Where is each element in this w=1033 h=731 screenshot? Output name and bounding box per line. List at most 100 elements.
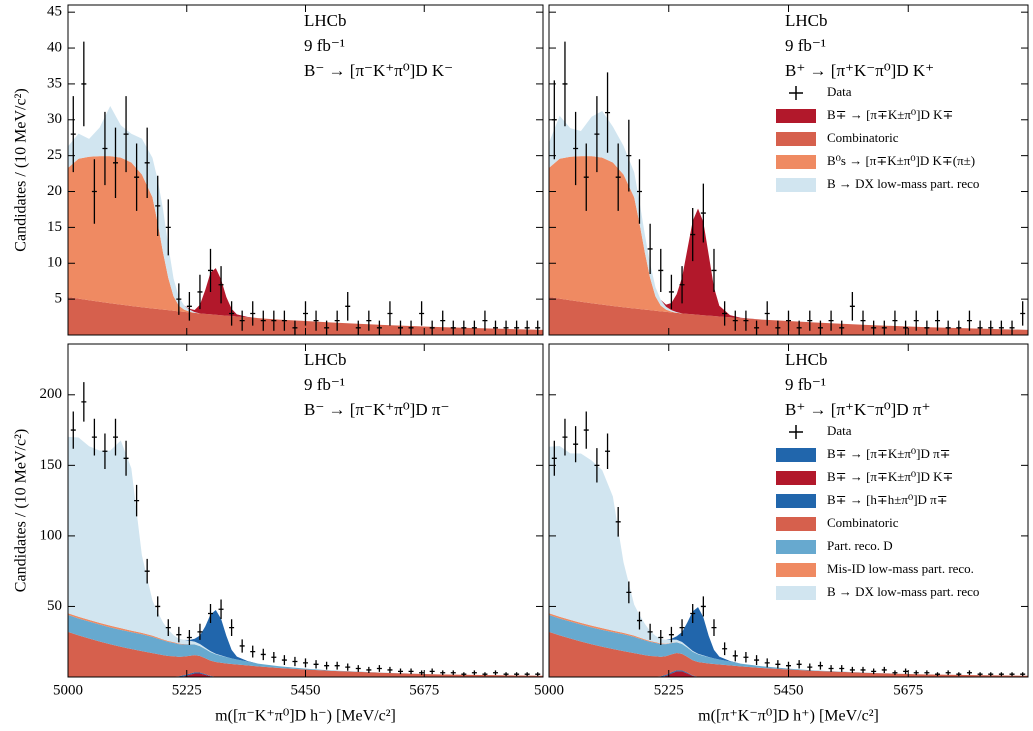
component-area xyxy=(549,631,1028,677)
y-axis-label: Candidates / (10 MeV/c²) xyxy=(13,429,30,592)
data-point xyxy=(903,320,909,335)
data-point xyxy=(355,320,361,335)
data-point xyxy=(366,666,372,674)
x-tick-label: 5225 xyxy=(172,682,202,698)
data-point xyxy=(732,650,738,662)
data-point xyxy=(1009,672,1015,677)
data-point xyxy=(988,672,994,677)
data-point xyxy=(913,310,919,331)
data-point xyxy=(514,672,520,677)
data-point xyxy=(250,645,256,658)
data-point xyxy=(668,274,674,310)
data-point xyxy=(324,661,330,670)
data-point xyxy=(260,648,266,661)
data-point xyxy=(562,418,568,456)
data-point xyxy=(292,656,298,667)
data-point xyxy=(250,301,256,326)
x-tick-label: 5450 xyxy=(774,682,804,698)
y-tick-label: 5 xyxy=(55,291,63,307)
data-point xyxy=(690,604,696,623)
legend-swatch xyxy=(776,563,816,577)
data-point xyxy=(376,665,382,672)
data-point xyxy=(817,320,823,335)
legend-swatch xyxy=(776,448,816,462)
annotation: LHCb xyxy=(785,350,828,369)
data-point xyxy=(334,310,340,331)
legend-label: Part. reco. D xyxy=(827,538,893,553)
data-point xyxy=(408,668,414,675)
annotation: B⁺ → [π⁺K⁻π⁰]D K⁺ xyxy=(785,61,934,80)
data-point xyxy=(700,183,706,243)
frame xyxy=(548,343,1029,678)
data-point xyxy=(722,642,728,656)
data-point xyxy=(871,320,877,335)
data-point xyxy=(91,418,97,456)
legend-swatch xyxy=(776,178,816,192)
data-point xyxy=(690,208,696,262)
data-point xyxy=(679,619,685,636)
data-point xyxy=(977,320,983,335)
legend-marker xyxy=(789,86,803,100)
data-point xyxy=(871,668,877,675)
data-point xyxy=(292,320,298,335)
y-tick-label: 15 xyxy=(47,219,62,235)
legend-swatch xyxy=(776,109,816,123)
data-point xyxy=(658,248,664,292)
data-point xyxy=(786,661,791,670)
panel: 5000 5225 5450 5675 LHCb 9 fb⁻¹ B⁺ → [π⁺K⁻π⁰]D… xyxy=(534,343,1029,725)
data-point xyxy=(945,320,951,335)
legend-label: Combinatoric xyxy=(827,130,899,145)
data-point xyxy=(144,127,150,198)
data-point xyxy=(366,310,372,331)
data-point xyxy=(881,320,887,335)
data-point xyxy=(229,619,235,636)
data-point xyxy=(303,658,308,668)
legend-label: B∓ → [π∓K±π⁰]D K∓ xyxy=(827,469,953,484)
data-point xyxy=(271,652,277,663)
legend: Data B∓ → [π∓K±π⁰]D K∓ Combinatoric B⁰s → [… xyxy=(776,84,979,192)
data-point xyxy=(218,599,224,620)
data-point xyxy=(334,661,340,670)
legend-label: B → DX low-mass part. reco xyxy=(827,176,979,191)
data-point xyxy=(679,266,685,304)
plot-area xyxy=(68,382,543,677)
data-point xyxy=(636,159,642,224)
data-point xyxy=(892,670,898,676)
data-point xyxy=(966,310,972,331)
data-point xyxy=(176,626,182,643)
component-area xyxy=(549,156,1028,330)
data-point xyxy=(81,382,87,422)
data-point xyxy=(134,484,140,517)
data-point xyxy=(775,660,781,669)
legend-marker xyxy=(789,425,803,439)
legend-label: Mis-ID low-mass part. reco. xyxy=(827,561,974,576)
data-point xyxy=(440,670,446,676)
legend-label: Data xyxy=(827,423,852,438)
annotation: LHCb xyxy=(785,11,828,30)
data-point xyxy=(796,660,802,669)
data-point xyxy=(155,596,161,617)
y-tick-label: 35 xyxy=(47,75,62,91)
data-point xyxy=(355,665,361,672)
legend-swatch xyxy=(776,155,816,169)
annotation: B⁺ → [π⁺K⁻π⁰]D π⁺ xyxy=(785,400,930,419)
data-point xyxy=(1009,320,1015,335)
y-tick-label: 100 xyxy=(40,527,63,543)
data-point xyxy=(722,301,728,326)
data-point xyxy=(461,672,467,677)
data-point xyxy=(626,581,632,604)
x-tick-label: 5675 xyxy=(893,682,923,698)
data-point xyxy=(176,283,182,315)
data-point xyxy=(514,320,520,335)
data-point xyxy=(503,672,509,677)
data-point xyxy=(440,310,446,331)
data-point xyxy=(573,111,579,186)
data-point xyxy=(924,320,930,335)
data-point xyxy=(924,670,930,676)
data-point xyxy=(594,96,600,173)
data-point xyxy=(81,41,87,127)
data-point xyxy=(892,310,898,331)
data-point xyxy=(419,301,425,326)
data-point xyxy=(966,670,972,676)
data-point xyxy=(988,320,994,335)
